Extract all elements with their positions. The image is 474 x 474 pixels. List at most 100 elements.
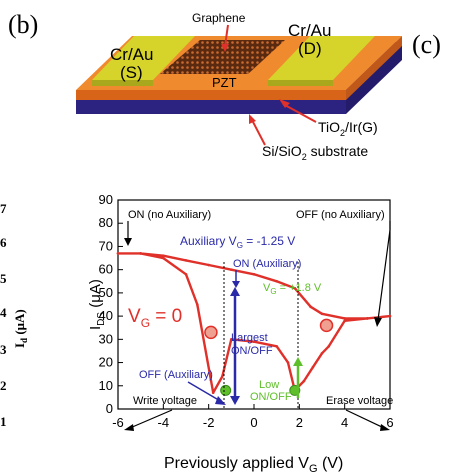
curve-point — [309, 305, 312, 309]
curve-point — [320, 312, 324, 316]
substrate-side — [346, 42, 402, 114]
curve-point — [293, 286, 297, 290]
graphene-label: Graphene — [192, 11, 246, 25]
curve-point — [116, 252, 120, 255]
left-tick-2: 2 — [0, 378, 7, 393]
on-aux-arrow-head — [232, 281, 240, 288]
off-no-aux-label: OFF (no Auxiliary) — [296, 209, 385, 221]
panel-c-label: (c) — [412, 30, 441, 59]
y-tick-label: 90 — [99, 192, 113, 207]
hysteresis-curve — [118, 252, 392, 394]
pzt-label: PZT — [212, 75, 237, 90]
low-onoff-line1: Low — [259, 379, 279, 391]
graphene-arrow — [224, 24, 229, 47]
x-tick-label: 4 — [341, 415, 348, 430]
substrate-front — [76, 96, 346, 114]
curve-point — [230, 268, 233, 271]
red-circle-marker — [204, 325, 218, 340]
off-aux-label: OFF (Auxiliary) — [139, 369, 213, 381]
write-voltage-arrow — [129, 409, 173, 429]
largest-onoff-line2: ON/OFF — [231, 345, 273, 357]
x-tick-label: -4 — [158, 415, 170, 430]
curve-point — [139, 252, 142, 255]
pzt-side — [346, 36, 402, 100]
y-tick-label: 70 — [99, 238, 113, 253]
left-tick-5: 5 — [0, 271, 7, 286]
green-dot-marker — [220, 384, 232, 396]
source-electrode-front — [92, 80, 153, 86]
y-axis-label: IDS (μA) — [87, 279, 107, 330]
y-tick-label: 60 — [99, 262, 113, 277]
x-tick-label: 6 — [386, 415, 393, 430]
substrate-arrow-head — [249, 114, 256, 124]
x-tick-label: -6 — [112, 415, 124, 430]
pzt-front — [76, 90, 346, 100]
curve-point — [184, 259, 188, 262]
curve-layer — [116, 252, 392, 395]
y-tick-label: 30 — [99, 331, 113, 346]
y-tick-label: 40 — [99, 308, 113, 323]
curve-point — [275, 345, 278, 348]
drain-electrode-front — [268, 80, 333, 86]
curve-point — [162, 254, 165, 258]
source-label-line1: Cr/Au — [110, 45, 153, 64]
drain-label-line2: (D) — [298, 39, 322, 58]
vg-zero-label: VG = 0 — [128, 306, 182, 330]
left-tick-7: 7 — [0, 201, 7, 216]
x-tick-label: 0 — [250, 415, 257, 430]
y-tick-label: 0 — [106, 401, 113, 416]
substrate-label: Si/SiO2 substrate — [262, 143, 368, 162]
substrate-arrow — [251, 119, 266, 146]
on-no-aux-arrow-head — [124, 238, 132, 246]
source-label-line2: (S) — [120, 63, 143, 82]
curve-point — [343, 317, 346, 320]
curve-point — [343, 319, 346, 323]
curve-point — [366, 317, 369, 320]
y-tick-label: 10 — [99, 378, 113, 393]
gate-arrow-head — [279, 99, 290, 108]
curve-point — [311, 365, 315, 369]
on-aux-label: ON (Auxiliary) — [233, 258, 301, 270]
source-electrode-top — [92, 36, 195, 80]
x-axis-label: Previously applied VG (V) — [164, 455, 343, 474]
drain-label-line1: Cr/Au — [288, 21, 331, 40]
low-onoff-line2: ON/OFF — [250, 391, 292, 403]
y-tick-label: 50 — [99, 285, 113, 300]
left-tick-4: 4 — [0, 305, 7, 320]
curve-point — [207, 263, 210, 267]
curve-point — [230, 338, 233, 341]
erase-voltage-arrow — [345, 409, 385, 429]
left-axis-label: Id (μA) — [12, 309, 29, 348]
erase-voltage-arrow-head — [380, 424, 390, 431]
y-tick-label: 20 — [99, 355, 113, 370]
erase-voltage-label: Erase voltage — [326, 395, 393, 407]
panel-b-label: (b) — [8, 10, 38, 39]
on-no-aux-label: ON (no Auxiliary) — [128, 209, 211, 221]
left-partial-axis: 7 6 5 4 3 2 1 Id (μA) — [0, 201, 29, 429]
curve-point — [252, 273, 256, 276]
curve-point — [252, 340, 256, 343]
x-tick-label: 2 — [296, 415, 303, 430]
off-aux-arrow-head — [215, 396, 226, 405]
curve-point — [320, 351, 324, 355]
off-aux-arrow — [187, 381, 223, 403]
left-tick-1: 1 — [0, 414, 7, 429]
largest-onoff-line1: Largest — [231, 332, 268, 344]
off-no-aux-arrow-head — [374, 317, 382, 327]
write-voltage-label: Write voltage — [133, 395, 197, 407]
curve-point — [184, 273, 188, 276]
device-schematic: Cr/Au (S) Cr/Au (D) Graphene PZT TiO2/Ir… — [76, 11, 402, 162]
gate-electrode-label: TiO2/Ir(G) — [318, 119, 378, 138]
largest-onoff-arrow-top — [230, 287, 240, 296]
graphene-arrow-head — [221, 44, 229, 52]
left-tick-6: 6 — [0, 235, 7, 250]
curve-point — [286, 361, 290, 364]
graphene-sheet — [160, 40, 285, 74]
curve-point — [327, 345, 331, 348]
largest-onoff-arrow-bottom — [230, 396, 240, 405]
x-tick-label: -2 — [203, 415, 215, 430]
aux-vg-label: Auxiliary VG = -1.25 V — [180, 234, 295, 250]
